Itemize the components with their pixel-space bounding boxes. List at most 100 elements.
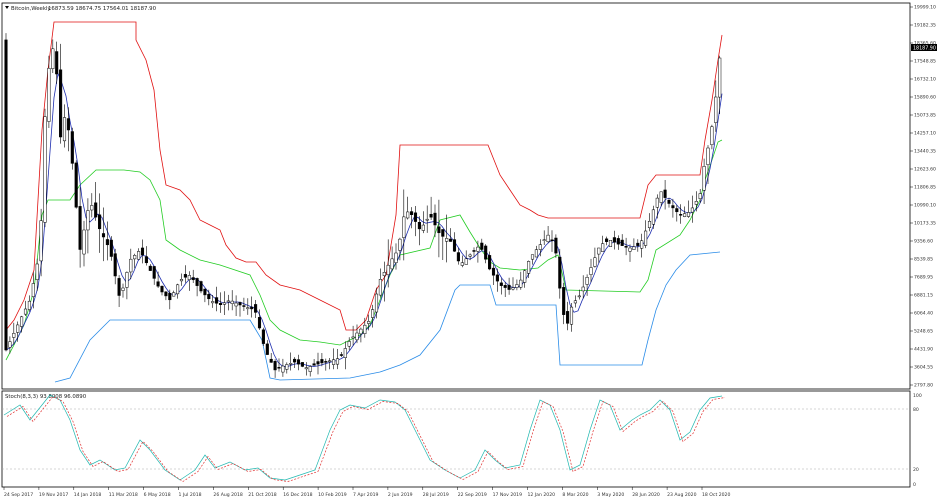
candle-body [417, 222, 421, 230]
candle-body [671, 205, 675, 209]
candle-body [265, 343, 269, 355]
candle-body [300, 362, 304, 367]
time-tick-label: 11 Mar 2018 [109, 492, 138, 498]
candle-body [234, 302, 238, 307]
candle-body [413, 212, 418, 222]
candle-body [281, 365, 285, 373]
candle-body [55, 51, 59, 75]
candle-body [230, 300, 234, 304]
candle-body [718, 57, 722, 98]
candle-body [78, 206, 82, 250]
price-tick-label: 15890.60 [914, 95, 936, 101]
candle-body [164, 291, 168, 297]
candle-body [597, 247, 601, 255]
candle-body [655, 197, 659, 208]
candle-body [203, 288, 207, 296]
stoch-main-line [3, 394, 723, 481]
time-tick-label: 8 Mar 2020 [562, 492, 588, 498]
price-tick-label: 5248.65 [914, 329, 933, 335]
candle-body [218, 303, 223, 306]
price-tick-label: 17548.85 [914, 59, 936, 65]
time-tick-label: 21 Oct 2018 [248, 492, 276, 498]
candle-body [35, 263, 39, 280]
candle-body [367, 321, 371, 324]
price-tick-label: 15073.85 [914, 113, 936, 119]
candle-body [20, 316, 24, 327]
price-panel-frame [1, 2, 911, 390]
time-tick-label: 19 Nov 2017 [39, 492, 68, 498]
candle-body [476, 246, 480, 252]
candle-body [585, 277, 589, 285]
candle-body [47, 68, 51, 122]
price-tick-label: 19182.35 [914, 23, 936, 29]
candle-body [129, 258, 133, 273]
time-tick-label: 12 Jan 2020 [528, 492, 556, 498]
candle-body [445, 238, 449, 242]
candle-body [144, 256, 148, 264]
candle-body [156, 281, 160, 287]
candle-body [308, 366, 312, 372]
time-tick-label: 10 Feb 2019 [318, 492, 347, 498]
candlesticks [4, 33, 722, 378]
candle-body [211, 301, 215, 304]
candle-body [558, 256, 562, 289]
time-tick-label: 23 Aug 2020 [667, 492, 697, 498]
candle-body [172, 292, 176, 297]
candle-body [616, 238, 620, 245]
candle-body [304, 367, 308, 370]
time-tick-label: 18 Oct 2020 [702, 492, 730, 498]
candle-body [382, 272, 386, 276]
candle-body [690, 207, 694, 213]
candle-body [507, 284, 511, 290]
candle-body [394, 252, 398, 263]
chart-header: Bitcoin,Weekly 16873.59 18674.75 17564.0… [5, 6, 157, 12]
price-tick-label: 6064.40 [914, 311, 933, 317]
candle-body [484, 245, 488, 260]
time-tick-label: 28 Jun 2020 [632, 492, 660, 498]
candle-body [133, 255, 137, 260]
candle-body [683, 213, 687, 217]
candle-body [94, 202, 98, 218]
time-tick-label: 7 Apr 2019 [353, 492, 379, 498]
candle-body [620, 239, 624, 246]
candle-body [449, 238, 453, 242]
candle-body [605, 238, 609, 242]
stoch-panel: Stoch(8,3,3) 93.8008 96.0890 100 80 20 0 [2, 393, 922, 488]
candle-body [495, 274, 499, 282]
time-tick-label: 2 Jun 2019 [388, 492, 413, 498]
ohlc-values: 16873.59 18674.75 17564.01 18187.90 [48, 6, 157, 12]
time-tick-label: 6 May 2018 [144, 492, 171, 498]
candle-body [651, 209, 655, 225]
candle-body [425, 218, 429, 221]
time-tick-label: 17 Nov 2019 [493, 492, 522, 498]
candle-body [374, 293, 379, 313]
collapse-triangle-icon[interactable] [5, 6, 9, 9]
candle-body [511, 287, 515, 290]
price-tick-label: 2797.80 [914, 383, 933, 389]
candle-body [335, 358, 340, 365]
candle-body [472, 250, 476, 252]
candle-body [371, 309, 375, 318]
price-axis: 19999.10 19182.35 18365.60 17548.85 16732.10… [910, 5, 936, 389]
stoch-axis-100: 100 [913, 393, 922, 399]
current-price-label: 18187.90 [913, 46, 936, 52]
price-tick-label: 10173.35 [914, 221, 936, 227]
candle-body [593, 257, 597, 267]
price-tick-label: 11806.85 [914, 185, 936, 191]
price-tick-label: 18365.60 [914, 41, 936, 47]
candle-body [125, 272, 129, 288]
candle-body [378, 279, 382, 296]
price-tick-label: 14257.10 [914, 131, 936, 137]
candle-body [183, 274, 187, 278]
price-tick-label: 6881.15 [914, 293, 933, 299]
time-tick-label: 22 Sep 2019 [458, 492, 487, 498]
candle-body [355, 332, 359, 341]
time-tick-label: 28 Jul 2019 [423, 492, 449, 498]
candle-body [636, 242, 640, 246]
lower-channel-line [54, 251, 721, 383]
candle-body [31, 283, 35, 297]
candle-body [406, 211, 410, 219]
candle-body [312, 363, 316, 366]
time-tick-label: 1 Jul 2018 [179, 492, 202, 498]
